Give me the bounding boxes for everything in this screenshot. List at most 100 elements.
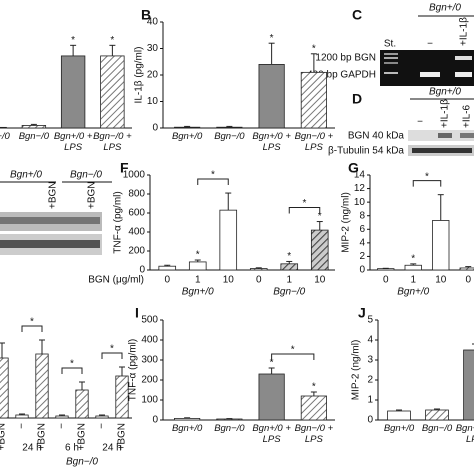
x-tick-label: Bgn−/0 [214,423,245,434]
group-label: Bgn+/0 [397,287,429,298]
bar [377,268,395,271]
panel-label: C [352,7,362,23]
significance-star: * [270,358,274,369]
bar [249,268,268,271]
bar [0,357,9,419]
bar [219,209,238,271]
band [384,62,398,64]
row-label: BGN 40 kDa [348,131,405,142]
y-tick-label: 200 [141,375,158,386]
significance-star: * [287,251,291,262]
x-tick-label: 1 [286,275,292,286]
significance-star: * [110,344,114,355]
bar [459,267,474,271]
bracket [101,352,123,359]
x-tick-label: Bgn+/0 [383,423,415,434]
y-tick-label: 1000 [123,170,146,181]
significance-star: * [411,254,415,265]
panel-label: G [348,160,359,176]
x-tick-label: − [17,423,28,429]
bar [55,415,69,419]
x-tick-label: Bgn+/0 [171,423,203,434]
bar [158,265,177,271]
band [384,53,398,55]
genotype: Bgn−/0 [70,170,102,181]
bracket [271,353,315,360]
x-tick-label: 0 [383,275,389,286]
y-tick-label: 600 [128,208,145,219]
significance-star: * [425,171,429,182]
y-tick-label: 6 [359,224,365,235]
bar [188,261,207,271]
bar [60,55,86,129]
y-tick-label: 40 [147,17,159,28]
x-tick-label: +BGN [117,423,128,451]
bracket [61,367,83,374]
bar [425,409,449,421]
y-tick-label: 5 [367,315,373,326]
bar [100,55,125,129]
lane-label: +IL-6 [462,104,473,128]
x-tick-label: Bgn+/0 [0,131,10,142]
y-tick-label: 4 [359,237,365,248]
significance-star: * [71,35,75,46]
x-tick-label: +BGN [37,423,48,451]
band [384,57,398,59]
band [455,72,472,77]
bar [300,71,327,129]
panel-label: F [120,160,129,176]
bar [115,375,129,419]
x-tick-label: 1 [195,275,201,286]
bar [35,353,49,419]
lane-label: +BGN [87,181,98,209]
significance-star: * [303,198,307,209]
group-label: Bgn+/0 [182,287,214,298]
significance-star: * [196,250,200,261]
bar [174,417,201,421]
lane-label: − [417,117,423,128]
x-tick-label: − [97,423,108,429]
group-label: Bgn−/0 [273,287,305,298]
bar [404,264,422,271]
group-label: 24 h [22,443,41,454]
y-tick-label: 14 [354,170,366,181]
band [384,72,398,74]
gel [380,50,474,86]
x-tick-label: +BGN [0,423,8,451]
band [420,72,440,77]
band [455,56,472,60]
band [0,217,100,224]
x-tick-label: +BGN [77,423,88,451]
x-tick-label: − [57,423,68,429]
y-axis-label: MIP-2 (ng/ml) [351,340,362,401]
y-axis-label: IL-1β (pg/ml) [134,47,145,104]
x-tick-label: 0 [164,275,170,286]
y-axis-label: TNF-α (pg/ml) [113,191,124,253]
bracket [288,207,321,214]
significance-star: * [30,317,34,328]
y-tick-label: 0 [152,415,158,426]
x-tick-label: Bgn+/0 [171,131,203,142]
bar [95,415,109,419]
y-tick-label: 500 [141,315,158,326]
row-label: 400 bp GAPDH [307,70,376,81]
bar [75,389,89,419]
panel-label: I [135,305,139,321]
lane-label: St. [384,39,396,50]
y-tick-label: 10 [354,197,366,208]
y-tick-label: 0 [359,265,365,276]
band [0,240,100,248]
bracket [197,178,229,186]
bar [300,395,327,421]
y-tick-label: 20 [147,70,159,81]
bar [310,229,329,271]
y-tick-label: 8 [359,210,365,221]
genotype: Bgn+/0 [429,3,461,14]
x-tick-label: Bgn−/0 + LPS [294,131,334,153]
significance-star: * [270,33,274,44]
y-tick-label: 3 [367,355,373,366]
bar [15,414,29,419]
bar [21,125,47,129]
